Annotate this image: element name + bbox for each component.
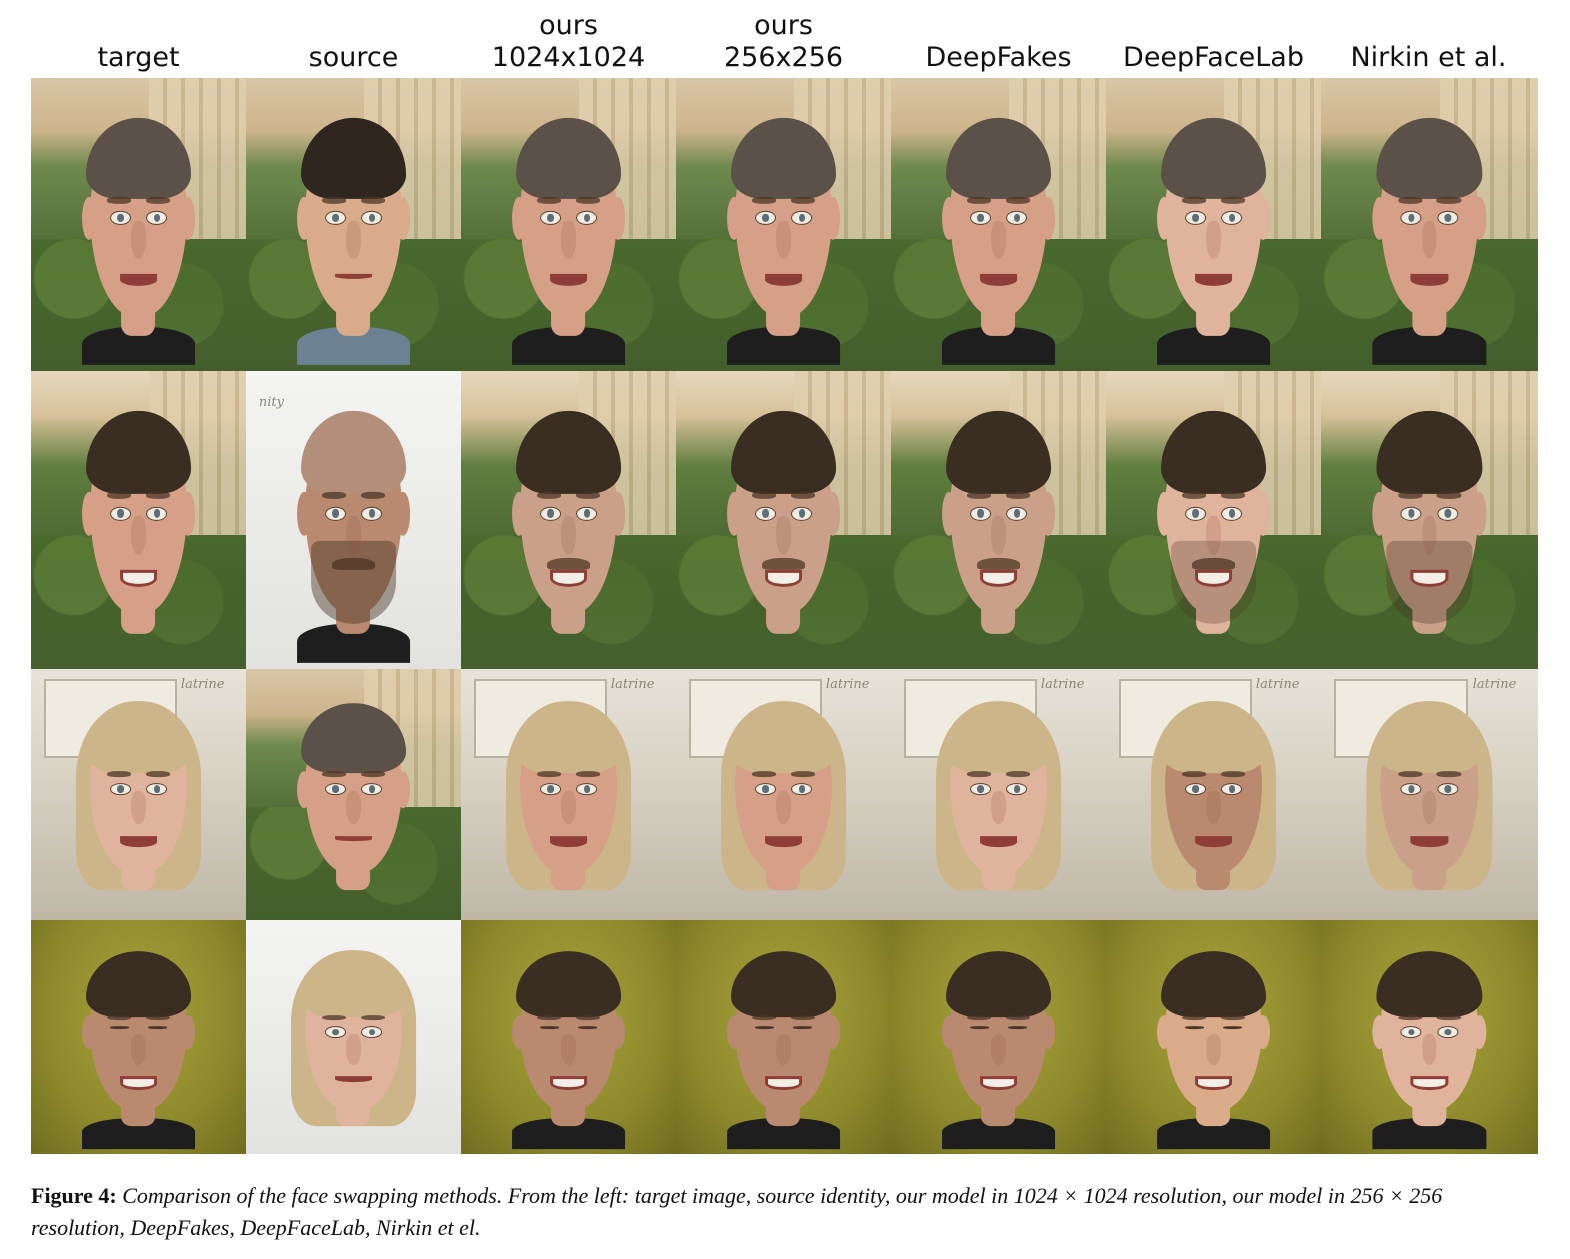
image-row2-source: nity — [246, 371, 461, 669]
image-row4-deepfakes — [891, 920, 1106, 1154]
background-poster-text: latrine — [610, 676, 655, 692]
image-row4-ours-256 — [676, 920, 891, 1154]
image-row1-ours-256 — [676, 78, 891, 371]
column-header-line2: DeepFakes — [925, 42, 1072, 73]
image-row3-deepfakes: latrine — [891, 669, 1106, 920]
column-header-target: target — [31, 0, 246, 78]
image-row2-ours-1024 — [461, 371, 676, 669]
image-row2-nirkin — [1321, 371, 1538, 669]
column-header-line1: ours — [539, 10, 598, 41]
image-row1-deepfakes — [891, 78, 1106, 371]
image-row2-target — [31, 371, 246, 669]
image-row3-ours-256: latrine — [676, 669, 891, 920]
column-header-line2: target — [97, 42, 180, 73]
column-header-ours-256: ours 256x256 — [676, 0, 891, 78]
column-header-deepfacelab: DeepFaceLab — [1106, 0, 1321, 78]
column-header-deepfakes: DeepFakes — [891, 0, 1106, 78]
background-poster-text: latrine — [825, 676, 870, 692]
background-poster-text: latrine — [1472, 676, 1517, 692]
image-row4-deepfacelab — [1106, 920, 1321, 1154]
column-header-source: source — [246, 0, 461, 78]
image-row1-target — [31, 78, 246, 371]
image-row1-deepfacelab — [1106, 78, 1321, 371]
column-header-line2: 256x256 — [723, 42, 844, 73]
image-row2-deepfakes — [891, 371, 1106, 669]
figure-caption: Figure 4: Comparison of the face swappin… — [31, 1180, 1538, 1244]
background-poster-text: latrine — [1040, 676, 1085, 692]
figure-caption-text: Comparison of the face swapping methods.… — [31, 1183, 1443, 1240]
column-header-line2: 1024x1024 — [491, 42, 646, 73]
image-row1-source — [246, 78, 461, 371]
image-row3-source — [246, 669, 461, 920]
column-header-line2: Nirkin et al. — [1350, 42, 1507, 73]
image-row4-ours-1024 — [461, 920, 676, 1154]
image-row4-source — [246, 920, 461, 1154]
column-header-line2: DeepFaceLab — [1123, 42, 1304, 73]
column-header-line1: ours — [754, 10, 813, 41]
image-row3-nirkin: latrine — [1321, 669, 1538, 920]
figure-label: Figure 4: — [31, 1183, 117, 1208]
background-poster-text: latrine — [1255, 676, 1300, 692]
image-row2-deepfacelab — [1106, 371, 1321, 669]
column-header-nirkin: Nirkin et al. — [1321, 0, 1536, 78]
image-row1-ours-1024 — [461, 78, 676, 371]
image-row4-target — [31, 920, 246, 1154]
image-row2-ours-256 — [676, 371, 891, 669]
image-row4-nirkin — [1321, 920, 1538, 1154]
background-poster-text: nity — [258, 394, 284, 410]
column-headers: target source ours 1024x1024 ours 256x25… — [31, 0, 1538, 78]
image-row3-deepfacelab: latrine — [1106, 669, 1321, 920]
image-row1-nirkin — [1321, 78, 1538, 371]
image-row3-ours-1024: latrine — [461, 669, 676, 920]
column-header-ours-1024: ours 1024x1024 — [461, 0, 676, 78]
face-swap-image-grid: nity latrine latrine latrine latrine — [31, 78, 1538, 1154]
column-header-line2: source — [308, 42, 399, 73]
image-row3-target: latrine — [31, 669, 246, 920]
background-poster-text: latrine — [180, 676, 225, 692]
